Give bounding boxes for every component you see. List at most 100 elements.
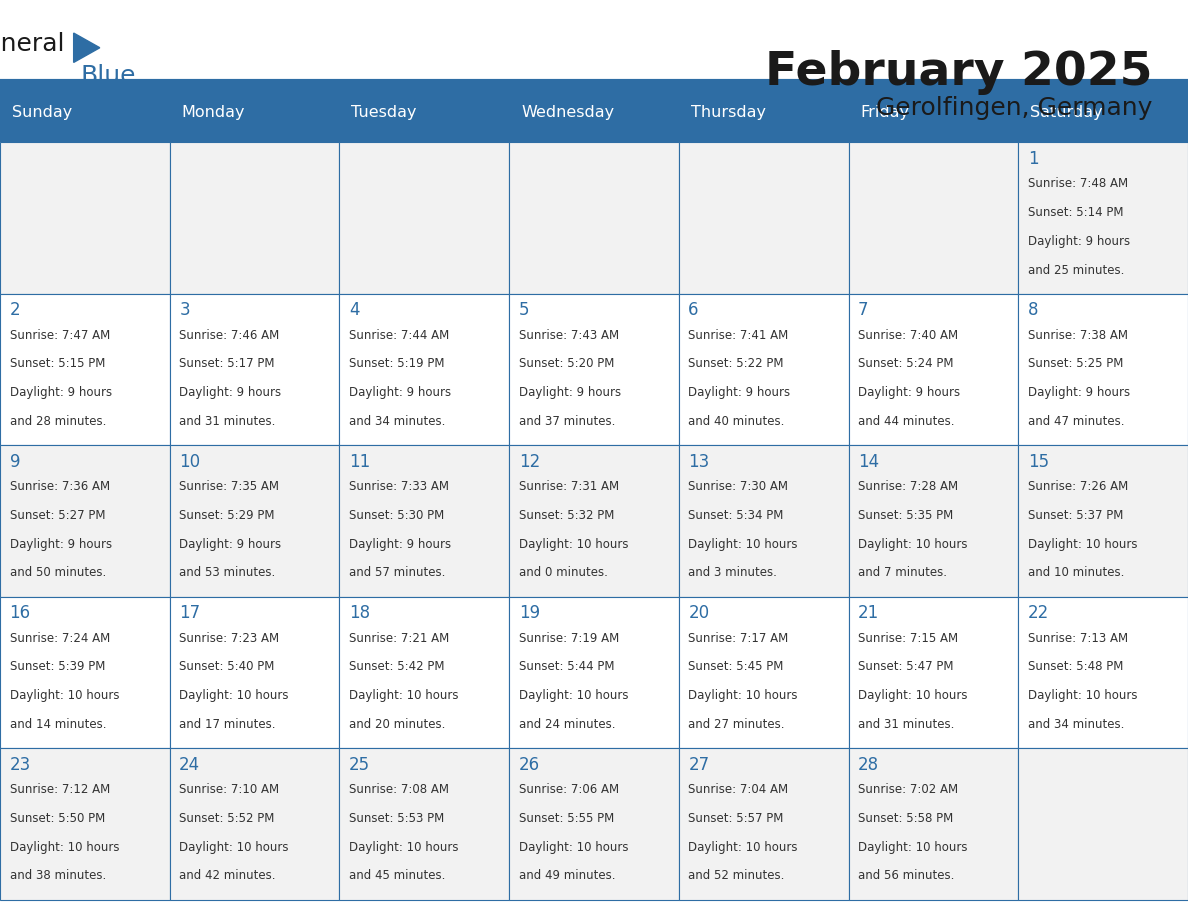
Text: 27: 27	[688, 756, 709, 774]
Text: and 14 minutes.: and 14 minutes.	[10, 718, 106, 731]
FancyBboxPatch shape	[1018, 294, 1188, 445]
Text: Daylight: 9 hours: Daylight: 9 hours	[519, 386, 621, 399]
Text: 16: 16	[10, 604, 31, 622]
Text: 28: 28	[858, 756, 879, 774]
Text: and 3 minutes.: and 3 minutes.	[688, 566, 777, 579]
Text: Daylight: 10 hours: Daylight: 10 hours	[349, 841, 459, 854]
Text: Sunrise: 7:13 AM: Sunrise: 7:13 AM	[1028, 632, 1127, 644]
Text: Sunrise: 7:15 AM: Sunrise: 7:15 AM	[858, 632, 959, 644]
Text: 6: 6	[688, 301, 699, 319]
Text: Daylight: 9 hours: Daylight: 9 hours	[1028, 235, 1130, 248]
FancyBboxPatch shape	[1018, 83, 1188, 142]
Text: and 45 minutes.: and 45 minutes.	[349, 869, 446, 882]
Text: Sunrise: 7:33 AM: Sunrise: 7:33 AM	[349, 480, 449, 493]
FancyBboxPatch shape	[510, 142, 678, 294]
Text: and 20 minutes.: and 20 minutes.	[349, 718, 446, 731]
FancyBboxPatch shape	[848, 597, 1018, 748]
Text: General: General	[0, 32, 65, 56]
Text: Sunrise: 7:19 AM: Sunrise: 7:19 AM	[519, 632, 619, 644]
Text: Sunset: 5:20 PM: Sunset: 5:20 PM	[519, 357, 614, 371]
Text: and 50 minutes.: and 50 minutes.	[10, 566, 106, 579]
FancyBboxPatch shape	[510, 445, 678, 597]
FancyBboxPatch shape	[848, 83, 1018, 142]
Text: Sunset: 5:48 PM: Sunset: 5:48 PM	[1028, 660, 1123, 674]
FancyBboxPatch shape	[510, 83, 678, 142]
Text: and 34 minutes.: and 34 minutes.	[349, 415, 446, 428]
Text: and 47 minutes.: and 47 minutes.	[1028, 415, 1124, 428]
Text: Sunset: 5:14 PM: Sunset: 5:14 PM	[1028, 206, 1124, 219]
Text: and 0 minutes.: and 0 minutes.	[519, 566, 607, 579]
Text: Sunset: 5:47 PM: Sunset: 5:47 PM	[858, 660, 954, 674]
Text: and 25 minutes.: and 25 minutes.	[1028, 263, 1124, 276]
Text: Sunset: 5:53 PM: Sunset: 5:53 PM	[349, 812, 444, 825]
Text: Sunrise: 7:02 AM: Sunrise: 7:02 AM	[858, 783, 959, 796]
Text: Sunset: 5:39 PM: Sunset: 5:39 PM	[10, 660, 105, 674]
FancyBboxPatch shape	[340, 748, 510, 900]
FancyBboxPatch shape	[0, 597, 170, 748]
Text: Sunset: 5:15 PM: Sunset: 5:15 PM	[10, 357, 105, 371]
Text: Daylight: 10 hours: Daylight: 10 hours	[519, 538, 628, 551]
FancyBboxPatch shape	[510, 597, 678, 748]
FancyBboxPatch shape	[848, 748, 1018, 900]
Text: 24: 24	[179, 756, 201, 774]
Text: and 17 minutes.: and 17 minutes.	[179, 718, 276, 731]
FancyBboxPatch shape	[340, 83, 510, 142]
FancyBboxPatch shape	[678, 142, 848, 294]
Text: Sunset: 5:22 PM: Sunset: 5:22 PM	[688, 357, 784, 371]
Text: 5: 5	[519, 301, 529, 319]
Text: 13: 13	[688, 453, 709, 471]
Text: Daylight: 9 hours: Daylight: 9 hours	[688, 386, 790, 399]
Text: 18: 18	[349, 604, 369, 622]
Text: February 2025: February 2025	[765, 50, 1152, 95]
Text: Sunrise: 7:43 AM: Sunrise: 7:43 AM	[519, 329, 619, 341]
Text: 8: 8	[1028, 301, 1038, 319]
Text: Sunrise: 7:24 AM: Sunrise: 7:24 AM	[10, 632, 109, 644]
Text: and 37 minutes.: and 37 minutes.	[519, 415, 615, 428]
Text: Daylight: 9 hours: Daylight: 9 hours	[1028, 386, 1130, 399]
Text: Sunset: 5:58 PM: Sunset: 5:58 PM	[858, 812, 953, 825]
Text: 22: 22	[1028, 604, 1049, 622]
FancyBboxPatch shape	[0, 294, 170, 445]
Text: Sunrise: 7:23 AM: Sunrise: 7:23 AM	[179, 632, 279, 644]
FancyBboxPatch shape	[0, 445, 170, 597]
Text: Sunset: 5:35 PM: Sunset: 5:35 PM	[858, 509, 953, 522]
Text: Sunrise: 7:48 AM: Sunrise: 7:48 AM	[1028, 177, 1127, 190]
Text: Sunrise: 7:06 AM: Sunrise: 7:06 AM	[519, 783, 619, 796]
FancyBboxPatch shape	[678, 83, 848, 142]
Text: 20: 20	[688, 604, 709, 622]
Text: 1: 1	[1028, 150, 1038, 168]
Text: Monday: Monday	[182, 105, 245, 120]
Text: Daylight: 10 hours: Daylight: 10 hours	[858, 538, 967, 551]
Text: Sunrise: 7:40 AM: Sunrise: 7:40 AM	[858, 329, 959, 341]
Text: Daylight: 9 hours: Daylight: 9 hours	[179, 386, 282, 399]
FancyBboxPatch shape	[340, 445, 510, 597]
Text: and 28 minutes.: and 28 minutes.	[10, 415, 106, 428]
Text: Daylight: 9 hours: Daylight: 9 hours	[349, 386, 451, 399]
Text: Sunset: 5:57 PM: Sunset: 5:57 PM	[688, 812, 784, 825]
Text: 23: 23	[10, 756, 31, 774]
Text: Daylight: 10 hours: Daylight: 10 hours	[688, 538, 798, 551]
FancyBboxPatch shape	[678, 597, 848, 748]
Text: 7: 7	[858, 301, 868, 319]
Text: Sunset: 5:24 PM: Sunset: 5:24 PM	[858, 357, 954, 371]
Text: Sunrise: 7:26 AM: Sunrise: 7:26 AM	[1028, 480, 1129, 493]
FancyBboxPatch shape	[510, 748, 678, 900]
FancyBboxPatch shape	[170, 445, 340, 597]
Text: Daylight: 10 hours: Daylight: 10 hours	[519, 841, 628, 854]
Text: Sunrise: 7:46 AM: Sunrise: 7:46 AM	[179, 329, 279, 341]
Text: Sunset: 5:40 PM: Sunset: 5:40 PM	[179, 660, 274, 674]
Text: 12: 12	[519, 453, 539, 471]
Text: Sunrise: 7:36 AM: Sunrise: 7:36 AM	[10, 480, 109, 493]
Text: Sunrise: 7:04 AM: Sunrise: 7:04 AM	[688, 783, 789, 796]
Text: Sunset: 5:44 PM: Sunset: 5:44 PM	[519, 660, 614, 674]
FancyBboxPatch shape	[0, 748, 170, 900]
Text: Daylight: 10 hours: Daylight: 10 hours	[1028, 689, 1137, 702]
Text: and 56 minutes.: and 56 minutes.	[858, 869, 954, 882]
FancyBboxPatch shape	[340, 142, 510, 294]
FancyBboxPatch shape	[170, 597, 340, 748]
Text: Daylight: 10 hours: Daylight: 10 hours	[179, 689, 289, 702]
Text: 4: 4	[349, 301, 360, 319]
Text: 10: 10	[179, 453, 201, 471]
Text: and 42 minutes.: and 42 minutes.	[179, 869, 276, 882]
Text: Sunset: 5:29 PM: Sunset: 5:29 PM	[179, 509, 274, 522]
